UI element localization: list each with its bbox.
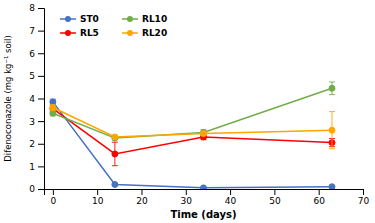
series-line xyxy=(53,102,332,188)
point xyxy=(112,134,118,140)
point xyxy=(329,127,335,133)
point xyxy=(201,185,207,189)
tick-mark xyxy=(53,189,54,195)
tick-mark xyxy=(230,189,231,195)
series xyxy=(50,99,335,189)
tick-mark xyxy=(38,76,44,77)
tick-label: 30 xyxy=(181,196,193,206)
tick-mark xyxy=(363,189,364,195)
tick-label: 5 xyxy=(29,71,35,81)
legend-label: ST0 xyxy=(80,14,99,24)
tick-label: 1 xyxy=(29,162,35,172)
legend-marker xyxy=(65,30,71,36)
tick-mark xyxy=(38,31,44,32)
tick-label: 0 xyxy=(29,184,35,194)
tick: 70 xyxy=(358,189,370,206)
x-axis-title: Time (days) xyxy=(170,209,236,220)
series-line xyxy=(53,88,332,138)
tick: 60 xyxy=(313,189,325,206)
tick-label: 50 xyxy=(269,196,281,206)
legend-label: RL20 xyxy=(142,28,167,38)
legend-label: RL10 xyxy=(142,14,167,24)
tick-label: 0 xyxy=(50,196,56,206)
series-line xyxy=(53,108,332,137)
tick: 40 xyxy=(225,189,237,206)
tick-mark xyxy=(97,189,98,195)
axis-line xyxy=(38,9,45,190)
tick-label: 20 xyxy=(136,196,148,206)
tick: 5 xyxy=(29,71,44,81)
tick: 8 xyxy=(29,3,44,13)
series xyxy=(50,106,335,166)
legend-item: RL10 xyxy=(122,14,167,24)
point xyxy=(50,105,56,111)
tick-label: 10 xyxy=(92,196,104,206)
tick: 3 xyxy=(29,117,44,127)
tick-mark xyxy=(38,53,44,54)
tick: 1 xyxy=(29,162,44,172)
point xyxy=(112,181,118,187)
point xyxy=(329,184,335,189)
legend-marker xyxy=(127,16,133,22)
error-bar xyxy=(50,110,56,115)
y-axis: 0 1 2 3 4 5 6 7 8 xyxy=(29,3,44,194)
tick-label: 4 xyxy=(29,94,35,104)
error-bar xyxy=(112,142,118,166)
point xyxy=(201,131,207,137)
tick: 30 xyxy=(181,189,193,206)
tick-mark xyxy=(38,99,44,100)
tick-mark xyxy=(319,189,320,195)
plot: 0 10 20 30 40 50 60 70 0 1 2 3 4 5 6 7 8 xyxy=(29,3,369,206)
legend: ST0 RL5 RL10 RL20 xyxy=(60,14,167,38)
legend-item: ST0 xyxy=(60,14,99,24)
tick-mark xyxy=(38,166,44,167)
point xyxy=(329,85,335,91)
legend-label: RL5 xyxy=(80,28,99,38)
tick-label: 2 xyxy=(29,139,35,149)
tick-label: 40 xyxy=(225,196,237,206)
chart: 0 10 20 30 40 50 60 70 0 1 2 3 4 5 6 7 8 Time (days) Difen… xyxy=(0,0,375,223)
tick-label: 8 xyxy=(29,3,35,13)
tick: 0 xyxy=(29,184,44,194)
legend-item: RL5 xyxy=(60,28,99,38)
tick-mark xyxy=(38,189,44,190)
error-bar xyxy=(50,105,56,110)
tick-mark xyxy=(274,189,275,195)
legend-marker xyxy=(127,30,133,36)
tick-label: 6 xyxy=(29,49,35,59)
point xyxy=(50,110,56,116)
tick: 7 xyxy=(29,26,44,36)
tick: 50 xyxy=(269,189,281,206)
tick-label: 60 xyxy=(313,196,325,206)
legend-item: RL20 xyxy=(122,28,167,38)
tick-label: 7 xyxy=(29,26,35,36)
error-bar xyxy=(329,112,335,149)
tick: 10 xyxy=(92,189,104,206)
y-axis-title: Difenoconazole (mg kg⁻¹ soil) xyxy=(3,35,13,161)
tick: 4 xyxy=(29,94,44,104)
tick-label: 3 xyxy=(29,117,35,127)
tick-mark xyxy=(38,121,44,122)
point xyxy=(112,151,118,157)
tick: 0 xyxy=(50,189,56,206)
tick-mark xyxy=(141,189,142,195)
series xyxy=(50,82,335,141)
tick-label: 70 xyxy=(358,196,370,206)
axis-line xyxy=(45,190,364,196)
tick-mark xyxy=(186,189,187,195)
error-bar xyxy=(50,99,56,104)
x-axis: 0 10 20 30 40 50 60 70 xyxy=(45,189,370,206)
tick: 20 xyxy=(136,189,148,206)
tick-mark xyxy=(38,144,44,145)
legend-marker xyxy=(65,16,71,22)
point xyxy=(50,99,56,105)
tick-mark xyxy=(38,8,44,9)
error-bar xyxy=(329,82,335,95)
marks xyxy=(50,82,335,189)
error-bar xyxy=(201,132,207,136)
series xyxy=(50,105,335,149)
tick: 2 xyxy=(29,139,44,149)
tick: 6 xyxy=(29,49,44,59)
